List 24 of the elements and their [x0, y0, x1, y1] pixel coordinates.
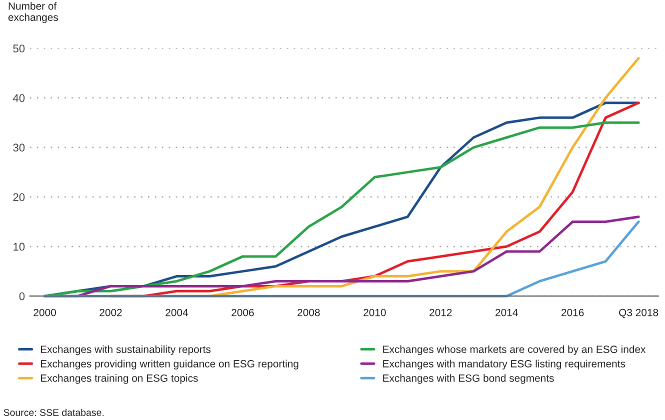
legend-label: Exchanges providing written guidance on ESG reporting — [40, 360, 298, 370]
x-tick-label: 2004 — [166, 308, 188, 316]
x-tick-label: Q3 2018 — [619, 308, 658, 318]
y-tick-label: 0 — [19, 292, 25, 300]
y-axis-title: Number of exchanges — [8, 2, 58, 24]
x-tick-label: 2002 — [100, 308, 122, 316]
legend-label: Exchanges with mandatory ESG listing requirements — [383, 360, 626, 370]
legend-label: Exchanges training on ESG topics — [40, 374, 198, 384]
y-tick-label: 30 — [13, 144, 25, 152]
x-tick-label: 2010 — [364, 308, 386, 316]
x-tick-label: 2000 — [34, 308, 56, 316]
y-tick-label: 50 — [13, 44, 25, 52]
y-tick-label: 20 — [13, 193, 25, 202]
source-note: Source: SSE database. — [4, 408, 104, 416]
legend-label: Exchanges with ESG bond segments — [383, 374, 554, 384]
x-tick-label: 2008 — [298, 308, 320, 316]
y-tick-label: 40 — [12, 94, 25, 102]
legend-label: Exchanges with sustainability reports — [40, 345, 211, 356]
x-tick-label: 2016 — [562, 308, 584, 316]
x-tick-label: 2012 — [430, 308, 452, 316]
y-tick-label: 10 — [14, 242, 25, 251]
x-tick-label: 2006 — [232, 308, 254, 316]
legend-label: Exchanges whose markets are covered by an ESG index — [383, 345, 646, 356]
x-tick-label: 2014 — [496, 308, 518, 316]
